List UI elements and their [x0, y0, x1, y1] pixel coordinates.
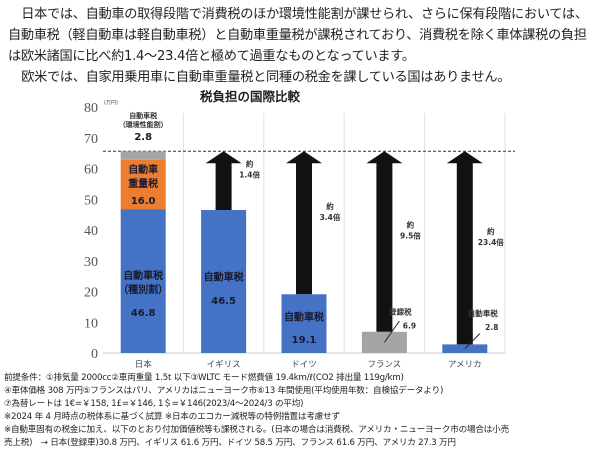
ratio-arrow [286, 151, 322, 295]
segment-label: 重量税 [128, 177, 158, 190]
bar-segment [281, 294, 327, 353]
note-line: 前提条件：①排気量 2000cc②車両重量 1.5t 以下③WLTC モード燃費… [4, 373, 404, 383]
x-tick-label: ドイツ [291, 360, 317, 370]
segment-value: 46.8 [131, 308, 156, 319]
x-tick-label: アメリカ [448, 360, 482, 370]
segment-value: 16.0 [131, 196, 156, 207]
note-line: 売上税) → 日本(登録車)30.8 万円、イギリス 61.6 万円、ドイツ 5… [4, 438, 456, 448]
note-line: ⑦為替レートは 1€=￥158, 1£=￥146, 1＄=￥146(2023/4… [4, 399, 304, 409]
y-tick-label: 20 [84, 286, 98, 301]
ratio-label: 1.4倍 [239, 170, 260, 180]
segment-value: 6.9 [403, 321, 416, 330]
bar-segment [120, 159, 166, 210]
ratio-label: 約 [487, 226, 495, 236]
intro-paragraph: 欧米では、自家用乗用車に自動車重量税と同種の税金を課している国はありません。 [21, 70, 511, 85]
y-tick-label: 0 [91, 347, 98, 362]
segment-value: 19.1 [292, 335, 317, 346]
segment-label: 自動車税 [468, 308, 498, 318]
segment-label: 自動車税 [204, 271, 244, 284]
ratio-label: 3.4倍 [320, 212, 341, 222]
y-unit: (万円) [104, 100, 118, 106]
segment-label: （環境性能割） [119, 120, 168, 129]
y-tick-label: 50 [84, 193, 98, 208]
segment-label: （種別割） [118, 283, 168, 296]
ratio-label: 約 [326, 201, 334, 211]
segment-value: 2.8 [485, 323, 498, 332]
segment-label: 自動車税 [284, 311, 324, 324]
note-line: ※2024 年 4 月時点の税体系に基づく試算 ※日本のエコカー減税等の特例措置… [4, 412, 340, 422]
y-tick-label: 10 [84, 316, 98, 331]
bar-segment [201, 210, 247, 353]
x-tick-label: 日本 [135, 359, 153, 370]
tax-comparison-chart: 税負担の国際比較 (万円) 0 10 20 30 40 50 60 70 80 日本 イギリス ドイツ… [84, 89, 515, 370]
x-tick-label: フランス [367, 360, 401, 370]
ratio-arrow [205, 151, 242, 211]
ratio-arrow [366, 151, 403, 332]
y-tick-label: 70 [84, 132, 98, 147]
intro-paragraph: 日本では、自動車の取得段階で消費税のほか環境性能割が課せられ、さらに保有段階にお… [8, 7, 588, 64]
y-tick-label: 60 [84, 163, 98, 178]
segment-label: 自動車税 [123, 269, 163, 282]
segment-label: 自動車税 [129, 111, 157, 120]
y-tick-label: 40 [84, 224, 98, 239]
y-tick-label: 80 [84, 101, 98, 116]
intro-text: 日本では、自動車の取得段階で消費税のほか環境性能割が課せられ、さらに保有段階にお… [8, 4, 598, 88]
segment-value: 2.8 [134, 132, 152, 143]
ratio-arrow [446, 151, 483, 345]
bar-segment [120, 209, 166, 353]
ratio-label: 23.4倍 [478, 237, 505, 247]
ratio-label: 約 [407, 220, 415, 230]
segment-value: 46.5 [211, 296, 236, 307]
notes: 前提条件：①排気量 2000cc②車両重量 1.5t 以下③WLTC モード燃費… [4, 372, 600, 450]
note-line: ④車体価格 308 万円⑤フランスはパリ、アメリカはニューヨーク市⑥13 年間使… [4, 386, 444, 396]
ratio-label: 9.5倍 [400, 231, 421, 241]
segment-label: 自動車 [128, 163, 158, 176]
callout-line [464, 333, 481, 350]
chart-title: 税負担の国際比較 [200, 89, 301, 104]
callout-line [383, 320, 400, 343]
bar-segment [120, 151, 166, 160]
ratio-label: 約 [246, 159, 254, 169]
segment-label: 登録税 [388, 307, 412, 317]
y-tick-label: 30 [84, 255, 98, 270]
note-line: ※自動車固有の税金に加え、以下のとおり付加価値税等も課税される。(日本の場合は消… [4, 425, 509, 435]
x-tick-label: イギリス [207, 360, 241, 370]
